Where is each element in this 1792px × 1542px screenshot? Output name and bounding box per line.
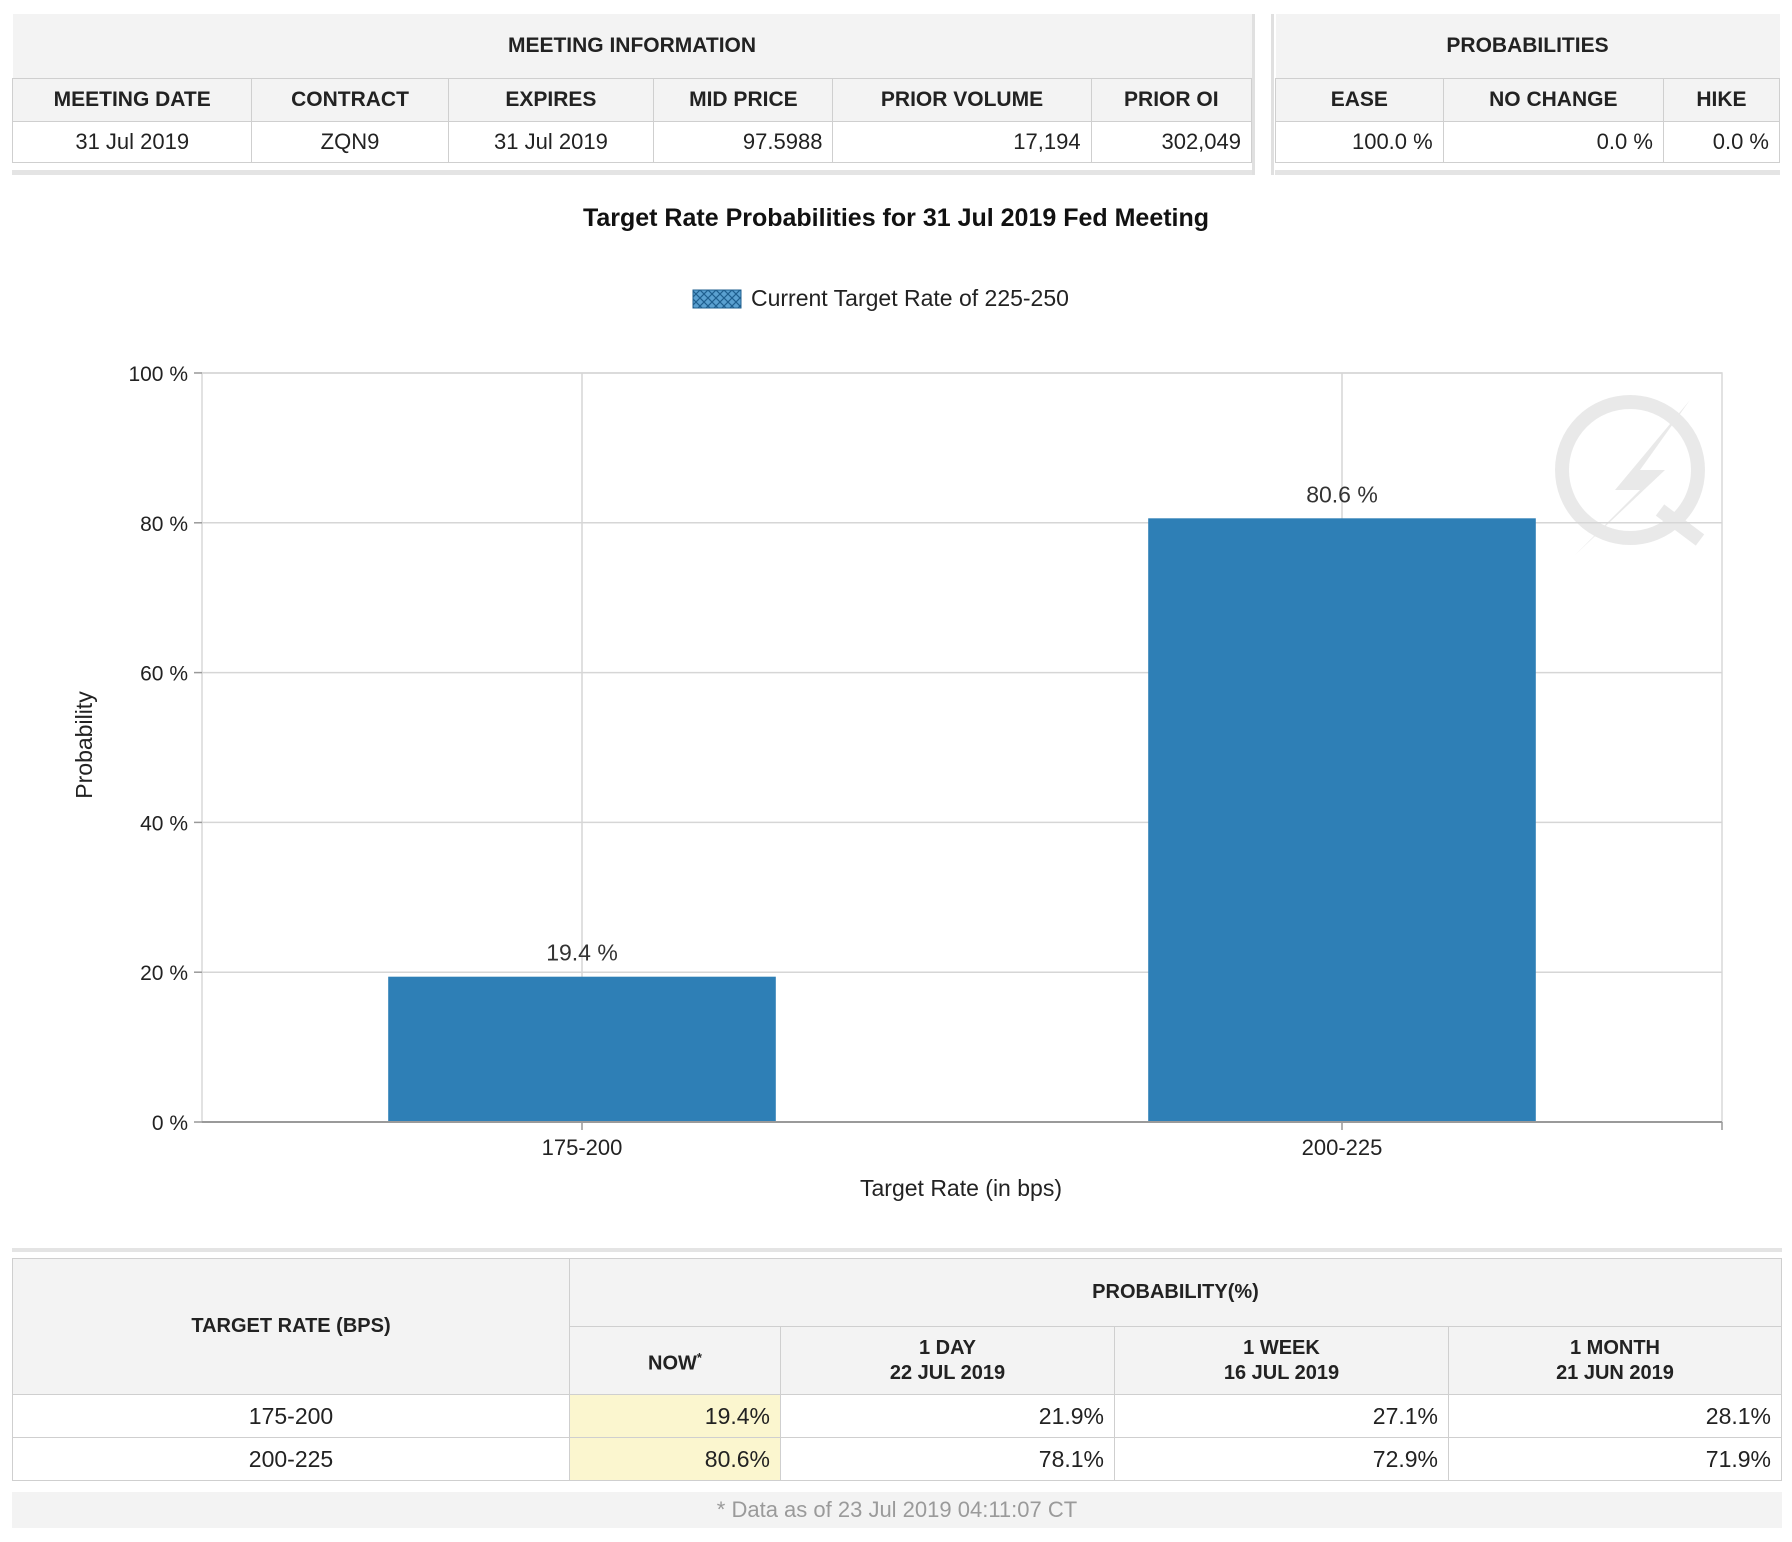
col-1-day-label: 1 DAY [918, 1336, 977, 1359]
1-day-value-cell: 21.9% [780, 1394, 1115, 1438]
data-timestamp-footnote: * Data as of 23 Jul 2019 04:11:07 CT [12, 1492, 1782, 1528]
y-axis: 0 % 20 % 40 % 60 % 80 % 100 % [128, 363, 202, 1135]
x-axis-title: Target Rate (in bps) [860, 1175, 1062, 1201]
y-tick-label: 20 % [140, 962, 188, 985]
col-1-week: 1 WEEK 16 JUL 2019 [1114, 1326, 1449, 1395]
meeting-date-value: 31 Jul 2019 [11, 121, 253, 163]
col-now-label: NOW [648, 1352, 697, 1375]
chart-bars: 19.4 % 80.6 % [388, 481, 1536, 1122]
col-prior-volume: PRIOR VOLUME [832, 78, 1092, 122]
col-no-change: NO CHANGE [1442, 78, 1664, 122]
table-row: 175-200 19.4% 21.9% 27.1% 28.1% [12, 1394, 1782, 1438]
col-expires: EXPIRES [447, 78, 655, 122]
target-rate-cell: 200-225 [12, 1437, 570, 1481]
col-hike: HIKE [1662, 78, 1781, 122]
1-day-value-cell: 78.1% [780, 1437, 1115, 1481]
chart-legend: Current Target Rate of 225-250 [692, 285, 1069, 311]
legend-label: Current Target Rate of 225-250 [751, 285, 1069, 311]
x-tick-label: 175-200 [542, 1135, 623, 1160]
chart-title: Target Rate Probabilities for 31 Jul 201… [583, 204, 1209, 232]
table-row: 200-225 80.6% 78.1% 72.9% 71.9% [12, 1437, 1782, 1481]
col-1-month: 1 MONTH 21 JUN 2019 [1448, 1326, 1782, 1395]
mid-price-value: 97.5988 [653, 121, 834, 163]
probabilities-table: PROBABILITIES EASE NO CHANGE HIKE 100.0 … [1275, 14, 1781, 163]
bar [388, 976, 776, 1122]
y-tick-label: 0 % [152, 1112, 188, 1135]
cme-watermark-logo [1555, 395, 1705, 555]
contract-value: ZQN9 [251, 121, 449, 163]
now-value-cell: 19.4% [569, 1394, 781, 1438]
bar [1148, 518, 1536, 1122]
ease-value: 100.0 % [1275, 121, 1444, 163]
y-tick-label: 80 % [140, 513, 188, 536]
col-prior-oi: PRIOR OI [1090, 78, 1253, 122]
col-1-week-date: 16 JUL 2019 [1223, 1361, 1340, 1384]
col-1-month-label: 1 MONTH [1570, 1336, 1660, 1359]
col-1-day: 1 DAY 22 JUL 2019 [780, 1326, 1115, 1395]
col-mid-price: MID PRICE [653, 78, 834, 122]
bottom-table-top-rule [12, 1248, 1782, 1252]
col-now: NOW* [569, 1326, 781, 1395]
probability-group-header: PROBABILITY(%) [569, 1258, 1782, 1327]
col-meeting-date: MEETING DATE [11, 78, 253, 122]
hike-value: 0.0 % [1662, 121, 1781, 163]
expires-value: 31 Jul 2019 [447, 121, 655, 163]
col-1-month-date: 21 JUN 2019 [1556, 1361, 1674, 1384]
probabilities-header: PROBABILITIES [1275, 14, 1780, 79]
target-rate-probability-table: TARGET RATE (BPS) PROBABILITY(%) NOW* 1 … [12, 1258, 1782, 1481]
meeting-table-bottom-rule [12, 170, 1252, 175]
1-week-value-cell: 27.1% [1114, 1394, 1449, 1438]
x-tick-label: 200-225 [1302, 1135, 1383, 1160]
col-now-marker: * [696, 1349, 702, 1365]
y-tick-label: 40 % [140, 812, 188, 835]
probabilities-table-bottom-rule [1275, 170, 1780, 175]
meeting-information-table: MEETING INFORMATION MEETING DATE CONTRAC… [11, 14, 1253, 163]
bar-data-label: 19.4 % [546, 940, 618, 966]
col-contract: CONTRACT [251, 78, 449, 122]
col-1-week-label: 1 WEEK [1243, 1336, 1320, 1359]
y-tick-label: 60 % [140, 663, 188, 686]
1-month-value-cell: 28.1% [1448, 1394, 1782, 1438]
legend-swatch-icon [692, 289, 742, 309]
meeting-information-header: MEETING INFORMATION [12, 14, 1252, 79]
col-ease: EASE [1275, 78, 1444, 122]
now-value-cell: 80.6% [569, 1437, 781, 1481]
bar-data-label: 80.6 % [1306, 481, 1378, 507]
target-rate-chart: Target Rate Probabilities for 31 Jul 201… [71, 204, 1723, 1201]
y-tick-label: 100 % [128, 363, 188, 386]
target-rate-cell: 175-200 [12, 1394, 570, 1438]
table-separator [1252, 14, 1274, 175]
no-change-value: 0.0 % [1442, 121, 1664, 163]
target-rate-header: TARGET RATE (BPS) [12, 1258, 570, 1395]
y-axis-title: Probability [71, 691, 97, 799]
prior-volume-value: 17,194 [832, 121, 1092, 163]
col-1-day-date: 22 JUL 2019 [889, 1361, 1006, 1384]
prior-oi-value: 302,049 [1090, 121, 1253, 163]
x-axis: 175-200 200-225 [202, 1121, 1723, 1160]
1-month-value-cell: 71.9% [1448, 1437, 1782, 1481]
1-week-value-cell: 72.9% [1114, 1437, 1449, 1481]
